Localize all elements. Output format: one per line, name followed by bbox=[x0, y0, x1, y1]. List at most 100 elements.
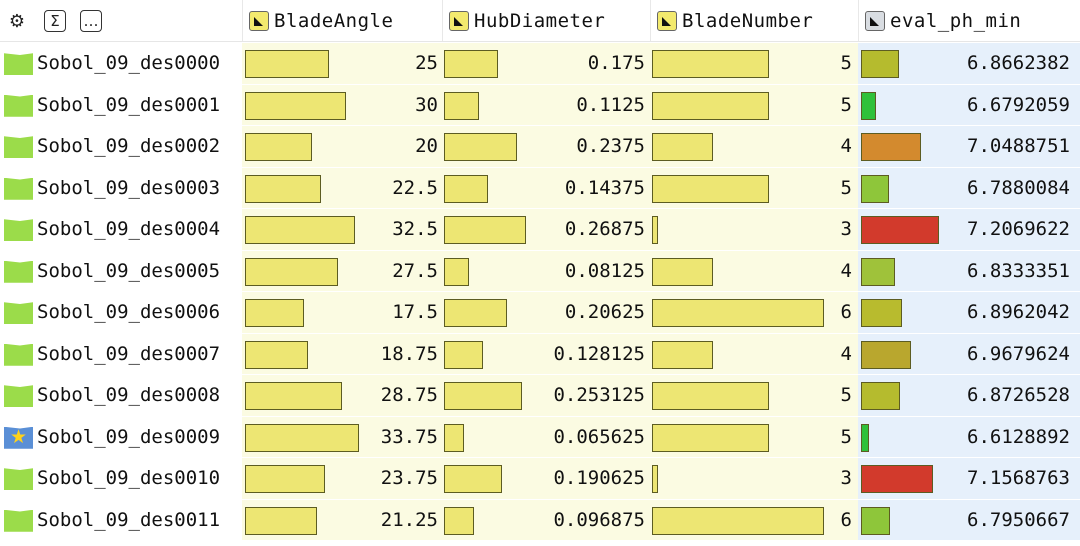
cell-BladeAngle[interactable]: 25 bbox=[242, 42, 442, 84]
value-bar-BladeAngle bbox=[245, 299, 304, 327]
cell-HubDiameter[interactable]: 0.26875 bbox=[442, 208, 650, 250]
cell-HubDiameter[interactable]: 0.08125 bbox=[442, 249, 650, 291]
cell-BladeNumber[interactable]: 5 bbox=[650, 42, 858, 84]
column-header-BladeAngle[interactable]: BladeAngle bbox=[242, 0, 442, 41]
cell-eval_ph_min[interactable]: 6.7950667 bbox=[858, 498, 1080, 540]
cell-BladeAngle[interactable]: 30 bbox=[242, 83, 442, 125]
sum-button[interactable]: Σ bbox=[44, 10, 66, 32]
cell-BladeNumber[interactable]: 5 bbox=[650, 83, 858, 125]
cell-HubDiameter[interactable]: 0.14375 bbox=[442, 166, 650, 208]
table-row[interactable]: Sobol_09_des0005 27.5 0.08125 4 6.8333351 bbox=[0, 249, 1080, 291]
more-button[interactable]: … bbox=[80, 10, 102, 32]
cell-value: 6.8962042 bbox=[967, 301, 1070, 323]
cell-value: 17.5 bbox=[392, 301, 438, 323]
value-bar-BladeAngle bbox=[245, 423, 359, 452]
cell-BladeAngle[interactable]: 33.75 bbox=[242, 415, 442, 457]
cell-value: 5 bbox=[840, 52, 852, 74]
cell-value: 6.6128892 bbox=[967, 425, 1070, 448]
cell-BladeAngle[interactable]: 23.75 bbox=[242, 457, 442, 499]
cell-BladeNumber[interactable]: 5 bbox=[650, 415, 858, 457]
cell-HubDiameter[interactable]: 0.253125 bbox=[442, 374, 650, 416]
design-name-cell[interactable]: Sobol_09_des0005 bbox=[0, 249, 242, 291]
cell-eval_ph_min[interactable]: 6.9679624 bbox=[858, 332, 1080, 374]
design-name-cell[interactable]: Sobol_09_des0010 bbox=[0, 457, 242, 499]
cell-eval_ph_min[interactable]: 7.1568763 bbox=[858, 457, 1080, 499]
cell-BladeAngle[interactable]: 18.75 bbox=[242, 332, 442, 374]
table-row[interactable]: Sobol_09_des0004 32.5 0.26875 3 7.2069622 bbox=[0, 208, 1080, 250]
table-row[interactable]: Sobol_09_des0000 25 0.175 5 6.8662382 bbox=[0, 42, 1080, 84]
cell-BladeAngle[interactable]: 20 bbox=[242, 125, 442, 167]
cell-eval_ph_min[interactable]: 6.6792059 bbox=[858, 83, 1080, 125]
design-name-cell[interactable]: Sobol_09_des0011 bbox=[0, 498, 242, 540]
column-header-BladeNumber[interactable]: BladeNumber bbox=[650, 0, 858, 41]
cell-value: 0.190625 bbox=[553, 467, 645, 489]
value-bar-HubDiameter bbox=[444, 133, 517, 161]
cell-HubDiameter[interactable]: 0.1125 bbox=[442, 83, 650, 125]
cell-BladeNumber[interactable]: 3 bbox=[650, 208, 858, 250]
folder-icon bbox=[4, 92, 34, 118]
column-header-label: BladeNumber bbox=[682, 9, 814, 32]
table-row[interactable]: ★ Sobol_09_des0009 33.75 0.065625 5 6.6128892 bbox=[0, 415, 1080, 457]
cell-BladeNumber[interactable]: 6 bbox=[650, 291, 858, 333]
cell-BladeNumber[interactable]: 3 bbox=[650, 457, 858, 499]
value-bar-HubDiameter bbox=[444, 216, 526, 244]
cell-BladeNumber[interactable]: 6 bbox=[650, 498, 858, 540]
design-name-cell[interactable]: Sobol_09_des0000 bbox=[0, 42, 242, 84]
cell-BladeNumber[interactable]: 4 bbox=[650, 125, 858, 167]
design-name-cell[interactable]: ★ Sobol_09_des0009 bbox=[0, 415, 242, 457]
cell-BladeNumber[interactable]: 4 bbox=[650, 332, 858, 374]
design-name-cell[interactable]: Sobol_09_des0003 bbox=[0, 166, 242, 208]
table-row[interactable]: Sobol_09_des0008 28.75 0.253125 5 6.8726528 bbox=[0, 374, 1080, 416]
cell-value: 0.096875 bbox=[553, 508, 645, 531]
cell-HubDiameter[interactable]: 0.065625 bbox=[442, 415, 650, 457]
cell-HubDiameter[interactable]: 0.128125 bbox=[442, 332, 650, 374]
cell-value: 0.20625 bbox=[564, 301, 645, 323]
cell-eval_ph_min[interactable]: 6.8962042 bbox=[858, 291, 1080, 333]
column-header-HubDiameter[interactable]: HubDiameter bbox=[442, 0, 650, 41]
table-row[interactable]: Sobol_09_des0003 22.5 0.14375 5 6.7880084 bbox=[0, 166, 1080, 208]
design-name-cell[interactable]: Sobol_09_des0002 bbox=[0, 125, 242, 167]
design-name-cell[interactable]: Sobol_09_des0001 bbox=[0, 83, 242, 125]
cell-value: 0.065625 bbox=[553, 425, 645, 448]
cell-value: 7.0488751 bbox=[967, 135, 1070, 157]
design-name-cell[interactable]: Sobol_09_des0008 bbox=[0, 374, 242, 416]
table-row[interactable]: Sobol_09_des0010 23.75 0.190625 3 7.1568763 bbox=[0, 457, 1080, 499]
cell-eval_ph_min[interactable]: 7.0488751 bbox=[858, 125, 1080, 167]
cell-BladeAngle[interactable]: 17.5 bbox=[242, 291, 442, 333]
cell-eval_ph_min[interactable]: 6.6128892 bbox=[858, 415, 1080, 457]
cell-eval_ph_min[interactable]: 6.8662382 bbox=[858, 42, 1080, 84]
cell-HubDiameter[interactable]: 0.2375 bbox=[442, 125, 650, 167]
cell-HubDiameter[interactable]: 0.175 bbox=[442, 42, 650, 84]
column-header-eval_ph_min[interactable]: eval_ph_min bbox=[858, 0, 1080, 41]
table-row[interactable]: Sobol_09_des0007 18.75 0.128125 4 6.9679624 bbox=[0, 332, 1080, 374]
cell-value: 6.8662382 bbox=[967, 52, 1070, 74]
cell-BladeAngle[interactable]: 21.25 bbox=[242, 498, 442, 540]
value-bar-BladeNumber bbox=[652, 174, 769, 203]
cell-eval_ph_min[interactable]: 7.2069622 bbox=[858, 208, 1080, 250]
cell-HubDiameter[interactable]: 0.190625 bbox=[442, 457, 650, 499]
cell-BladeAngle[interactable]: 28.75 bbox=[242, 374, 442, 416]
cell-eval_ph_min[interactable]: 6.8726528 bbox=[858, 374, 1080, 416]
table-row[interactable]: Sobol_09_des0001 30 0.1125 5 6.6792059 bbox=[0, 83, 1080, 125]
design-name-cell[interactable]: Sobol_09_des0007 bbox=[0, 332, 242, 374]
cell-value: 6 bbox=[840, 301, 852, 323]
value-bar-HubDiameter bbox=[444, 91, 479, 120]
cell-HubDiameter[interactable]: 0.20625 bbox=[442, 291, 650, 333]
gear-icon[interactable]: ⚙ bbox=[8, 10, 26, 32]
value-bar-BladeAngle bbox=[245, 91, 346, 120]
value-bar-eval_ph_min bbox=[861, 133, 921, 161]
cell-BladeAngle[interactable]: 32.5 bbox=[242, 208, 442, 250]
cell-BladeAngle[interactable]: 22.5 bbox=[242, 166, 442, 208]
cell-eval_ph_min[interactable]: 6.8333351 bbox=[858, 249, 1080, 291]
cell-BladeNumber[interactable]: 5 bbox=[650, 166, 858, 208]
cell-BladeNumber[interactable]: 4 bbox=[650, 249, 858, 291]
table-row[interactable]: Sobol_09_des0006 17.5 0.20625 6 6.8962042 bbox=[0, 291, 1080, 333]
design-name-cell[interactable]: Sobol_09_des0004 bbox=[0, 208, 242, 250]
cell-BladeNumber[interactable]: 5 bbox=[650, 374, 858, 416]
table-row[interactable]: Sobol_09_des0002 20 0.2375 4 7.0488751 bbox=[0, 125, 1080, 167]
table-row[interactable]: Sobol_09_des0011 21.25 0.096875 6 6.7950667 bbox=[0, 498, 1080, 540]
cell-BladeAngle[interactable]: 27.5 bbox=[242, 249, 442, 291]
design-name-cell[interactable]: Sobol_09_des0006 bbox=[0, 291, 242, 333]
cell-HubDiameter[interactable]: 0.096875 bbox=[442, 498, 650, 540]
cell-eval_ph_min[interactable]: 6.7880084 bbox=[858, 166, 1080, 208]
